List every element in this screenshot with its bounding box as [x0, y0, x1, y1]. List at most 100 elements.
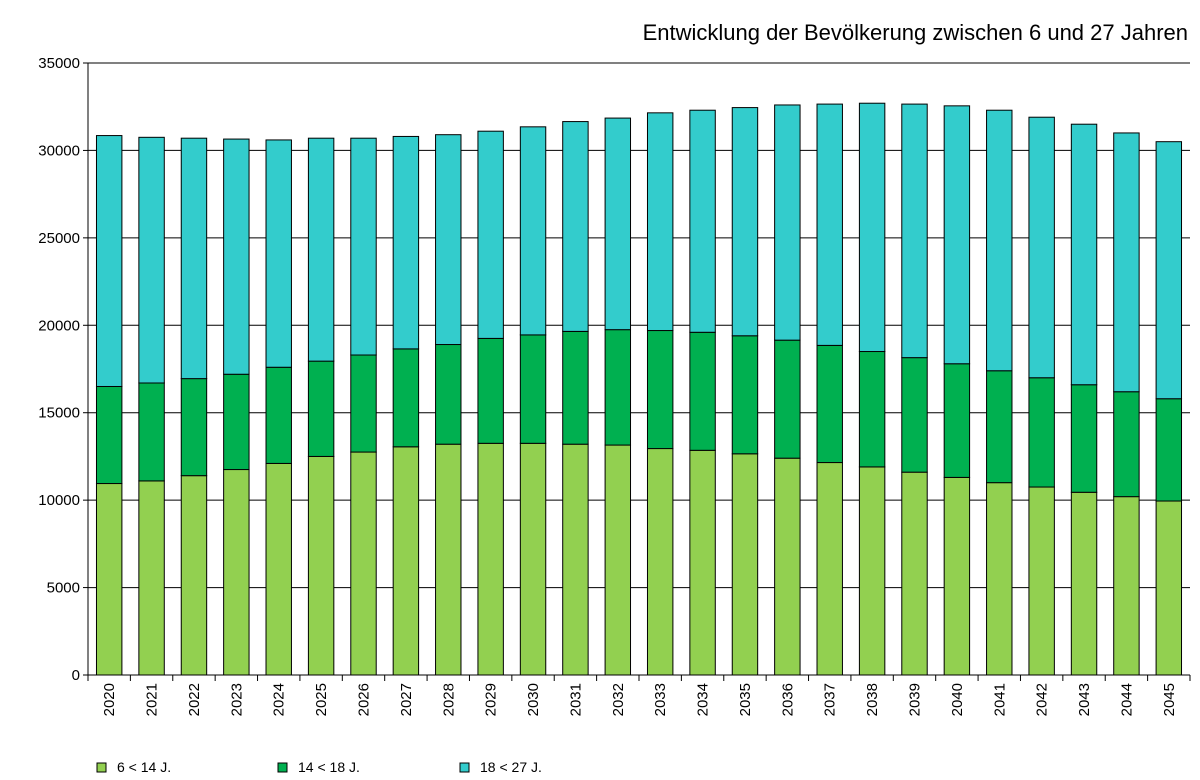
bar-segment — [138, 382, 165, 482]
y-tick-label: 30000 — [38, 142, 80, 159]
bar-segment — [307, 360, 335, 457]
x-tick-label: 2034 — [695, 683, 712, 716]
x-tick-label: 2033 — [652, 683, 669, 716]
bar-segment — [901, 471, 928, 676]
bar-segment — [774, 339, 801, 459]
bar-segment — [95, 483, 123, 676]
x-tick-label: 2024 — [271, 683, 288, 716]
bar-segment — [435, 443, 462, 676]
x-tick-label: 2031 — [567, 683, 584, 716]
bar-segment — [858, 351, 886, 468]
bar-segment — [435, 134, 462, 346]
bar-segment — [392, 135, 420, 350]
bar-segment — [95, 385, 123, 485]
bar-segment — [689, 449, 716, 676]
y-tick-label: 20000 — [38, 317, 80, 334]
x-tick-label: 2035 — [737, 683, 754, 716]
x-tick-label: 2023 — [228, 683, 245, 716]
bar-segment — [731, 335, 759, 455]
bar-segment — [1113, 496, 1140, 676]
bar-segment — [350, 354, 377, 453]
x-tick-label: 2027 — [398, 683, 415, 716]
bar-segment — [392, 348, 420, 448]
bar-segment — [858, 102, 886, 353]
bar-segment — [265, 462, 292, 676]
x-tick-label: 2028 — [440, 683, 457, 716]
x-tick-label: 2036 — [779, 683, 796, 716]
bar-segment — [986, 370, 1013, 484]
bar-segment — [604, 444, 632, 676]
chart-title: Entwicklung der Bevölkerung zwischen 6 u… — [643, 20, 1188, 45]
x-tick-label: 2040 — [949, 683, 966, 716]
legend-label: 14 < 18 J. — [298, 759, 360, 775]
legend-swatch — [277, 762, 288, 773]
legend-label: 6 < 14 J. — [117, 759, 171, 775]
legend-label: 18 < 27 J. — [480, 759, 542, 775]
bar-segment — [901, 103, 928, 359]
x-tick-label: 2022 — [186, 683, 203, 716]
bar-segment — [1028, 486, 1055, 676]
bar-segment — [1155, 500, 1183, 676]
bar-segment — [562, 443, 589, 676]
y-tick-label: 5000 — [47, 580, 80, 597]
y-tick-label: 10000 — [38, 492, 80, 509]
bar-segment — [646, 448, 674, 676]
bar-segment — [816, 462, 843, 676]
bar-segment — [138, 136, 165, 384]
x-tick-label: 2044 — [1118, 683, 1135, 716]
bar-segment — [519, 126, 547, 336]
x-tick-label: 2025 — [313, 683, 330, 716]
bar-segment — [689, 331, 716, 451]
x-tick-label: 2026 — [356, 683, 373, 716]
bar-segment — [519, 334, 547, 444]
legend-swatch — [96, 762, 107, 773]
bar-segment — [223, 373, 250, 471]
bar-segment — [435, 344, 462, 445]
bar-segment — [477, 337, 504, 444]
bar-segment — [731, 453, 759, 676]
bar-segment — [562, 330, 589, 445]
bar-segment — [180, 137, 208, 380]
bar-segment — [1155, 398, 1183, 502]
x-tick-label: 2029 — [483, 683, 500, 716]
y-tick-label: 0 — [72, 667, 80, 684]
bar-segment — [604, 329, 632, 446]
x-tick-label: 2032 — [610, 683, 627, 716]
bar-segment — [1070, 384, 1098, 493]
bar-segment — [1028, 377, 1055, 488]
y-tick-label: 15000 — [38, 405, 80, 422]
bar-segment — [307, 137, 335, 362]
y-tick-label: 35000 — [38, 55, 80, 72]
bar-segment — [858, 466, 886, 676]
bar-segment — [1113, 132, 1140, 393]
bar-segment — [774, 457, 801, 676]
x-tick-label: 2037 — [822, 683, 839, 716]
x-tick-label: 2042 — [1034, 683, 1051, 716]
bar-segment — [562, 121, 589, 332]
bar-segment — [223, 138, 250, 375]
bar-segment — [986, 482, 1013, 676]
x-tick-label: 2030 — [525, 683, 542, 716]
x-tick-label: 2020 — [101, 683, 118, 716]
bar-segment — [986, 109, 1013, 372]
bar-segment — [646, 112, 674, 332]
bar-segment — [350, 137, 377, 356]
legend-swatch — [459, 762, 470, 773]
bar-segment — [816, 103, 843, 346]
y-tick-label: 25000 — [38, 230, 80, 247]
x-tick-label: 2038 — [864, 683, 881, 716]
bar-segment — [477, 442, 504, 676]
bar-segment — [180, 475, 208, 676]
bar-segment — [689, 109, 716, 333]
bar-segment — [646, 330, 674, 450]
bar-segment — [265, 366, 292, 464]
x-tick-label: 2045 — [1161, 683, 1178, 716]
bar-segment — [350, 451, 377, 676]
bar-segment — [774, 104, 801, 341]
bar-segment — [1113, 391, 1140, 498]
bar-segment — [901, 357, 928, 473]
bar-segment — [477, 130, 504, 339]
bar-segment — [816, 344, 843, 464]
bar-segment — [519, 442, 547, 676]
